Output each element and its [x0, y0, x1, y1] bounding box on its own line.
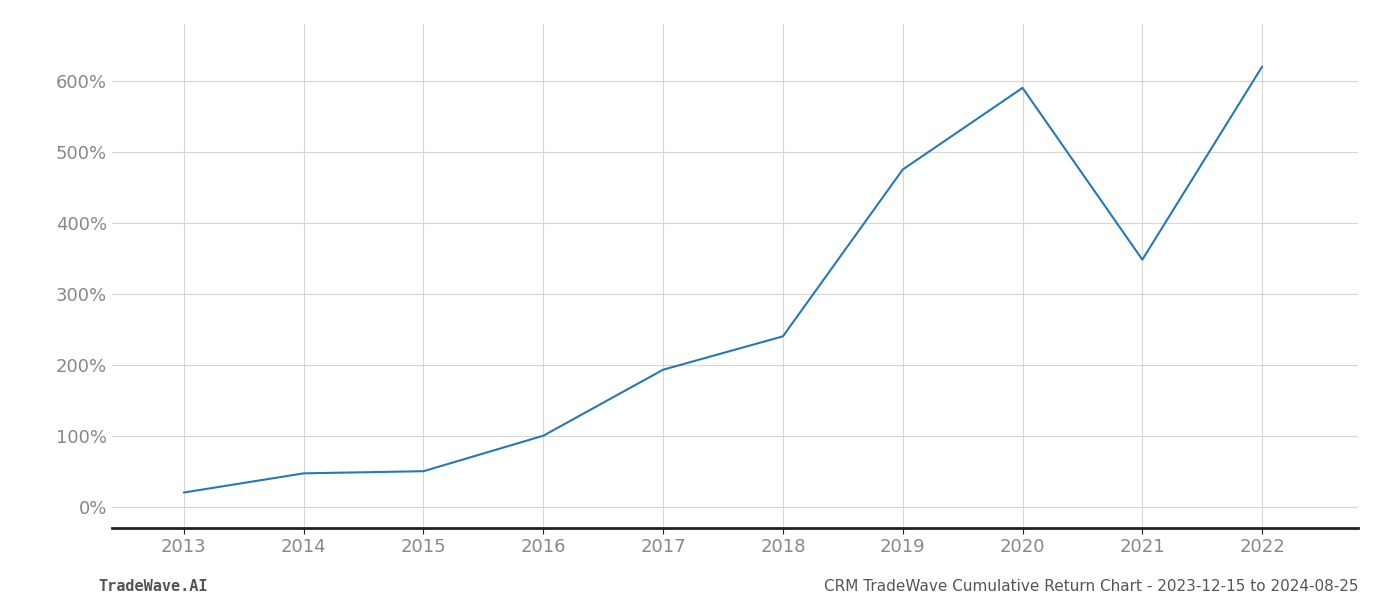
Text: CRM TradeWave Cumulative Return Chart - 2023-12-15 to 2024-08-25: CRM TradeWave Cumulative Return Chart - … [823, 579, 1358, 594]
Text: TradeWave.AI: TradeWave.AI [98, 579, 207, 594]
